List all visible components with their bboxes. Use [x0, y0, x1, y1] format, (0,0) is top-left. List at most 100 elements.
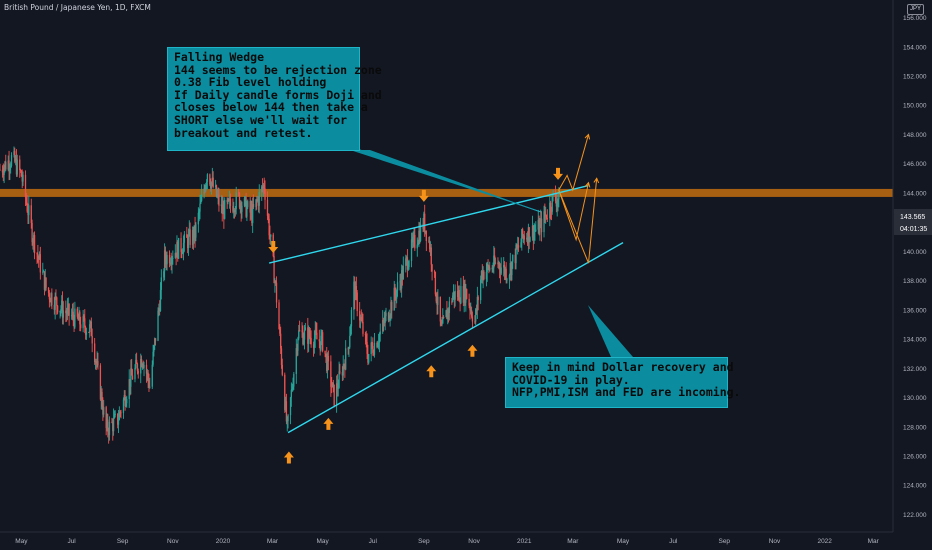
candle-body	[114, 413, 116, 415]
time-tick-label: May	[316, 538, 329, 545]
candle-body	[84, 318, 86, 328]
price-tick-label: 128.000	[903, 424, 927, 431]
price-tick-label: 126.000	[903, 454, 927, 461]
candle-body	[163, 271, 165, 278]
candle-body	[135, 359, 137, 368]
candle-body	[554, 193, 557, 201]
candle-body	[482, 271, 484, 280]
price-tick-label: 124.000	[903, 483, 927, 490]
candle-body	[145, 364, 148, 374]
candle-body	[14, 158, 17, 162]
candle-body	[8, 160, 10, 171]
candle-body	[545, 214, 547, 217]
candle-body	[517, 245, 519, 249]
falling-wedge-callout[interactable]: Falling Wedge 144 seems to be rejection …	[167, 47, 382, 151]
candle-body	[284, 401, 287, 411]
candle-body	[349, 335, 351, 348]
candle-body	[96, 361, 98, 364]
candle-body	[453, 291, 455, 300]
candle-body	[66, 307, 69, 315]
candle-body	[47, 287, 50, 294]
candle-body	[106, 419, 108, 428]
candle-body	[263, 184, 265, 189]
candle-body	[400, 281, 402, 289]
candle-body	[48, 293, 51, 300]
candle-body	[456, 290, 459, 298]
candle-body	[442, 316, 444, 324]
candle-body	[359, 311, 361, 321]
candle-body	[302, 331, 304, 345]
candle-body	[275, 281, 277, 283]
candle-body	[165, 259, 167, 265]
candle-body	[264, 188, 266, 200]
candle-body	[38, 254, 41, 260]
time-tick-label: Mar	[868, 538, 880, 545]
candle-body	[321, 332, 323, 336]
price-tick-label: 134.000	[903, 337, 927, 344]
candle-body	[54, 295, 56, 310]
candle-body	[347, 348, 349, 350]
candle-body	[425, 230, 427, 242]
candle-body	[468, 298, 470, 306]
last-price-label: 143.565	[900, 214, 925, 221]
candle-body	[406, 257, 409, 270]
candle-body	[148, 380, 150, 388]
candle-body	[275, 282, 278, 303]
candle-body	[243, 198, 246, 206]
time-axis[interactable]: May Jul Sep Nov 2020 Mar May Jul Sep Nov 2021 Mar Ma…	[15, 538, 879, 545]
candle-body	[512, 254, 514, 262]
candle-body	[221, 204, 223, 215]
candle-body	[65, 310, 67, 314]
candle-body	[284, 374, 286, 411]
candle-body	[42, 271, 44, 273]
candle-body	[506, 279, 508, 281]
candle-body	[107, 431, 110, 436]
candle-body	[377, 343, 379, 348]
candle-body	[131, 368, 133, 376]
candle-body	[105, 407, 107, 428]
candle-body	[20, 170, 23, 177]
trendline-upper	[268, 184, 589, 264]
candle-body	[408, 260, 410, 268]
candle-body	[99, 365, 102, 400]
macro-risk-callout[interactable]: Keep in mind Dollar recovery and COVID-1…	[505, 357, 740, 408]
candle-body	[390, 301, 392, 316]
candle-body	[440, 321, 442, 326]
candle-body	[118, 411, 120, 420]
candle-body	[466, 289, 468, 299]
candle-body	[49, 299, 51, 303]
candle-body	[175, 252, 177, 258]
trendlines-layer	[268, 184, 624, 434]
candle-body	[214, 185, 217, 187]
candle-body	[551, 194, 553, 212]
candle-body	[485, 271, 488, 280]
candle-body	[508, 274, 511, 280]
candle-body	[26, 202, 28, 212]
candle-body	[170, 262, 172, 264]
candle-body	[331, 386, 333, 388]
candle-body	[289, 397, 292, 416]
candle-body	[14, 151, 16, 162]
candle-body	[19, 159, 21, 171]
candle-body	[149, 386, 151, 388]
currency-badge[interactable]: JPY	[907, 4, 925, 15]
candle-body	[74, 308, 76, 328]
candle-body	[526, 237, 528, 240]
symbol-title[interactable]: British Pound / Japanese Yen, 1D, FXCM	[4, 3, 151, 12]
candle-body	[228, 198, 231, 201]
candle-body	[141, 363, 144, 367]
candle-body	[152, 351, 154, 365]
candle-body	[335, 383, 338, 406]
candle-body	[171, 258, 173, 264]
candle-body	[362, 321, 364, 334]
candle-body	[247, 201, 249, 208]
candle-body	[350, 309, 353, 327]
candle-body	[309, 336, 311, 339]
candle-body	[210, 184, 212, 189]
candle-body	[313, 338, 316, 348]
candle-body	[332, 382, 334, 385]
candle-body	[101, 391, 103, 407]
arrow-down-icon	[553, 167, 564, 180]
candle-body	[470, 309, 472, 311]
